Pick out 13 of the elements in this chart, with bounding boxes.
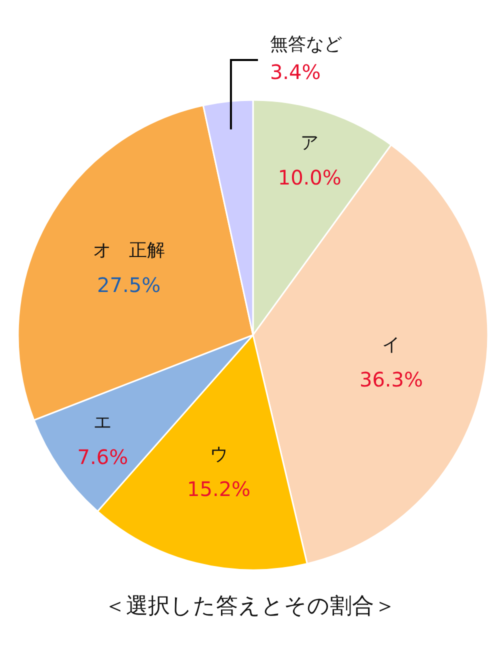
text: ＜選択した答えとその割合＞ [104,594,396,619]
slice-label: 無答など [270,34,342,55]
slice-label: オ 正解 [92,240,165,262]
data-label: 36.3% [359,368,424,392]
slice-label: ア [300,132,319,154]
data-label: 7.6% [77,444,128,469]
data-label: 27.5% [97,273,161,298]
data-label: 3.4% [270,60,321,84]
slice-label: ウ [210,444,228,465]
slice-label: イ [382,334,400,356]
data-label: 10.0% [278,166,342,190]
data-label: 15.2% [187,476,251,501]
slice-label: エ [94,412,112,433]
